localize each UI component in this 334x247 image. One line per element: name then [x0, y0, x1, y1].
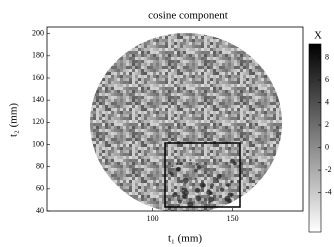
- dark-spot: [208, 201, 211, 204]
- colorbar: [309, 44, 321, 232]
- dark-spot: [189, 159, 191, 161]
- dark-spot: [233, 162, 237, 166]
- dark-spot: [176, 167, 180, 171]
- dark-spot: [228, 192, 233, 197]
- y-tick-label: 80: [36, 161, 44, 170]
- dark-spot: [180, 162, 183, 165]
- colorbar-tick-label: -4: [325, 187, 332, 196]
- y-tick-label: 60: [36, 184, 44, 193]
- dark-spot: [195, 163, 198, 166]
- y-tick-label: 200: [32, 28, 44, 37]
- dark-spot: [217, 174, 222, 179]
- dark-spot: [176, 163, 178, 165]
- colorbar-tick-label: 6: [325, 75, 329, 84]
- dark-spot: [194, 169, 198, 173]
- y-tick-label: 140: [32, 95, 44, 104]
- dark-spot: [195, 178, 197, 180]
- dark-spot: [170, 171, 174, 175]
- dark-spot: [227, 199, 232, 204]
- x-tick-label: 150: [227, 214, 239, 223]
- y-tick-label: 180: [32, 51, 44, 60]
- dark-spot: [195, 188, 200, 193]
- dark-spot: [202, 183, 206, 187]
- dark-spot: [183, 178, 189, 184]
- colorbar-tick-label: -2: [325, 165, 332, 174]
- colorbar-tick-label: 0: [325, 142, 329, 151]
- dark-spot: [226, 183, 229, 186]
- y-axis-label: t₂ (mm): [8, 103, 20, 137]
- x-axis-label: t₁ (mm): [168, 233, 202, 245]
- dark-spot: [182, 193, 188, 199]
- y-tick-label: 100: [32, 139, 44, 148]
- dark-spot: [178, 200, 182, 204]
- dark-spot: [171, 165, 173, 167]
- dark-spot: [172, 192, 177, 197]
- dark-spot: [197, 165, 202, 170]
- dark-spot: [220, 188, 224, 192]
- chart: cosine component t₁ (mm) t₂ (mm) X 100 15…: [0, 0, 334, 247]
- chart-title: cosine component: [148, 10, 228, 22]
- colorbar-tick-label: 2: [325, 120, 329, 129]
- dark-spot: [195, 196, 201, 202]
- dark-spot: [230, 180, 233, 183]
- colorbar-tick-label: 8: [325, 52, 329, 61]
- dark-spot: [210, 183, 214, 187]
- y-tick-label: 160: [32, 73, 44, 82]
- dark-spot: [183, 188, 187, 192]
- dark-spot: [206, 190, 212, 196]
- colorbar-tick-label: 4: [325, 97, 329, 106]
- y-tick-label: 120: [32, 117, 44, 126]
- x-tick-label: 100: [147, 214, 159, 223]
- colorbar-label: X: [314, 30, 322, 42]
- y-tick-label: 40: [36, 206, 44, 215]
